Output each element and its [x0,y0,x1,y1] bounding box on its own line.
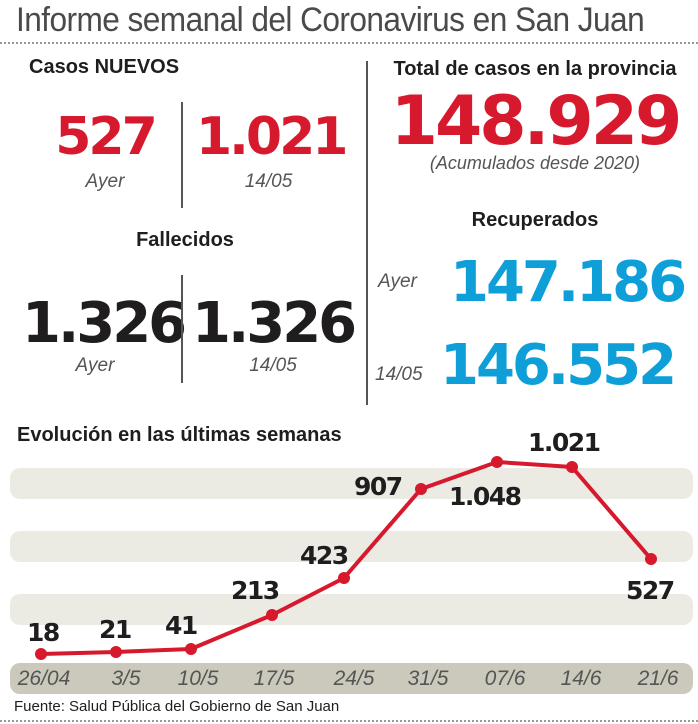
recovered-title: Recuperados [471,209,599,231]
deaths-divider [181,275,183,383]
x-tick-3-5: 3/5 [111,667,141,690]
grid-band-2 [10,531,693,562]
new-cases-compare-label: 14/05 [244,171,293,192]
point-label-10-5: 41 [165,611,198,640]
point-label-17-5: 213 [231,576,280,605]
total-value: 148.929 [390,82,683,161]
point-label-3-5: 21 [99,615,132,644]
x-tick-31-5: 31/5 [407,667,449,690]
point-label-14-6: 1.021 [528,428,601,457]
point-label-24-5: 423 [300,541,349,570]
recovered-yesterday-value: 147.186 [450,250,687,315]
source-note: Fuente: Salud Pública del Gobierno de Sa… [14,698,340,715]
point-label-21-6: 527 [626,576,675,605]
point-label-26-04: 18 [27,618,60,647]
point-label-31-5: 907 [354,472,403,501]
point-label-07-6: 1.048 [449,482,522,511]
x-tick-14-6: 14/6 [560,667,602,690]
x-tick-21-6: 21/6 [637,667,679,690]
new-cases-yesterday-label: Ayer [85,171,125,192]
x-tick-07-6: 07/6 [484,667,526,690]
new-cases-compare-value: 1.021 [196,107,348,167]
x-tick-10-5: 10/5 [177,667,219,690]
deaths-yesterday-value: 1.326 [22,291,187,356]
chart-title: Evolución en las últimas semanas [17,424,342,446]
deaths-compare-label: 14/05 [249,355,297,376]
new-cases-title: Casos NUEVOS [29,56,180,78]
deaths-yesterday-label: Ayer [75,355,115,376]
total-title: Total de casos en la provincia [393,58,677,80]
new-cases-divider [181,102,183,208]
deaths-compare-value: 1.326 [192,291,357,356]
new-cases-yesterday-value: 527 [55,107,158,167]
x-axis-band [10,663,693,694]
recovered-yesterday-label: Ayer [378,271,417,292]
page-title: Informe semanal del Coronavirus en San J… [16,1,645,39]
x-tick-17-5: 17/5 [253,667,295,690]
column-divider [366,61,368,405]
recovered-compare-value: 146.552 [440,333,677,398]
footer-divider [0,720,698,722]
recovered-compare-label: 14/05 [375,364,423,385]
x-tick-26-04: 26/04 [17,667,71,690]
x-tick-24-5: 24/5 [333,667,375,690]
title-divider [0,42,698,44]
grid-band-3 [10,594,693,625]
data-points [35,456,657,660]
deaths-title: Fallecidos [136,229,234,251]
total-note: (Acumulados desde 2020) [429,153,641,173]
